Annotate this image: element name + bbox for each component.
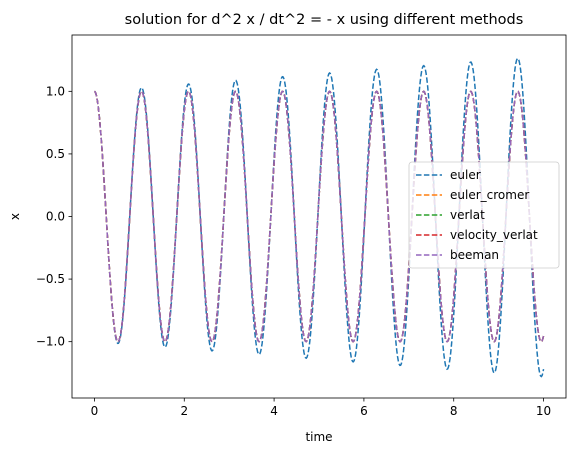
y-tick-label: 0.0 (46, 210, 65, 224)
x-tick-label: 4 (270, 404, 278, 418)
legend-label-euler_cromer: euler_cromer (450, 188, 529, 202)
x-tick-label: 2 (180, 404, 188, 418)
y-tick-label: 1.0 (46, 84, 65, 98)
y-tick-label: −1.0 (36, 335, 65, 349)
y-tick-label: −0.5 (36, 272, 65, 286)
x-axis: 0 2 4 6 8 10 (91, 398, 551, 418)
x-tick-label: 0 (91, 404, 99, 418)
y-axis: −1.0 −0.5 0.0 0.5 1.0 (36, 84, 72, 349)
series-line-beeman (93, 90, 545, 343)
series-group (93, 57, 545, 378)
legend-label-verlat: verlat (450, 208, 485, 222)
x-axis-title: time (305, 430, 332, 444)
legend-label-velocity_verlat: velocity_verlat (450, 228, 538, 242)
y-tick-label: 0.5 (46, 147, 65, 161)
y-axis-title: x (8, 213, 22, 220)
legend-label-euler: euler (450, 168, 481, 182)
legend-box (408, 161, 560, 269)
chart-title: solution for d^2 x / dt^2 = - x using di… (125, 12, 524, 28)
x-tick-label: 10 (536, 404, 551, 418)
legend-label-beeman: beeman (450, 248, 499, 262)
x-tick-label: 8 (450, 404, 458, 418)
plot-area (71, 34, 567, 399)
x-tick-label: 6 (360, 404, 368, 418)
